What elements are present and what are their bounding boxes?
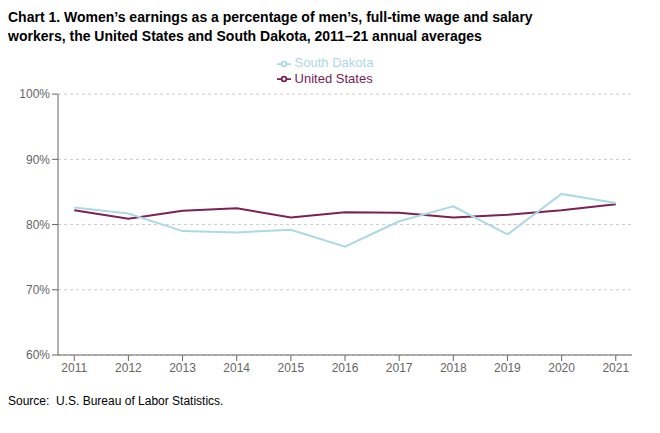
svg-text:2019: 2019 — [494, 361, 521, 375]
svg-text:2011: 2011 — [61, 361, 87, 375]
html-text:South Dakota: South Dakota — [294, 55, 374, 70]
svg-text:70%: 70% — [26, 283, 50, 297]
html-text:United States: United States — [294, 70, 373, 86]
svg-text:60%: 60% — [26, 348, 50, 362]
svg-text:100%: 100% — [19, 87, 50, 101]
svg-text:2012: 2012 — [115, 361, 142, 375]
svg-text:2015: 2015 — [277, 361, 304, 375]
svg-text:2018: 2018 — [440, 361, 467, 375]
svg-text:2013: 2013 — [169, 361, 196, 375]
svg-text:2021: 2021 — [602, 361, 629, 375]
svg-text:2020: 2020 — [548, 361, 575, 375]
html-text:workers, the United States and: workers, the United States and South Dak… — [8, 28, 482, 44]
svg-text:90%: 90% — [26, 153, 50, 167]
html-text:Chart 1. Women’s earnings as a: Chart 1. Women’s earnings as a percentag… — [8, 9, 533, 25]
html-text:Source: U.S. Bureau of Labor S: Source: U.S. Bureau of Labor Statistics. — [8, 394, 224, 408]
svg-text:2017: 2017 — [386, 361, 413, 375]
svg-text:2016: 2016 — [332, 361, 359, 375]
svg-text:80%: 80% — [26, 218, 50, 232]
svg-text:2014: 2014 — [223, 361, 250, 375]
